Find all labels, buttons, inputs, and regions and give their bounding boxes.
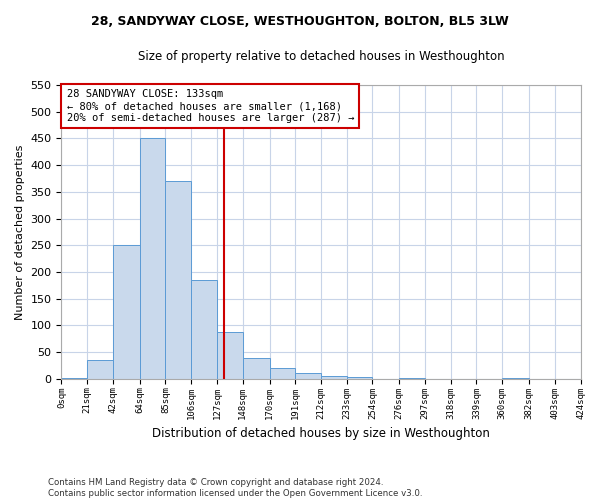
X-axis label: Distribution of detached houses by size in Westhoughton: Distribution of detached houses by size … — [152, 427, 490, 440]
Bar — [61, 378, 87, 379]
Title: Size of property relative to detached houses in Westhoughton: Size of property relative to detached ho… — [137, 50, 504, 63]
Bar — [113, 245, 140, 379]
Text: 28, SANDYWAY CLOSE, WESTHOUGHTON, BOLTON, BL5 3LW: 28, SANDYWAY CLOSE, WESTHOUGHTON, BOLTON… — [91, 15, 509, 28]
Bar — [242, 358, 269, 379]
Bar — [321, 376, 347, 379]
Bar — [400, 378, 425, 379]
Bar — [502, 378, 529, 379]
Bar — [191, 280, 217, 379]
Text: Contains HM Land Registry data © Crown copyright and database right 2024.
Contai: Contains HM Land Registry data © Crown c… — [48, 478, 422, 498]
Bar — [295, 373, 321, 379]
Bar — [166, 181, 191, 379]
Bar — [217, 332, 242, 379]
Y-axis label: Number of detached properties: Number of detached properties — [15, 144, 25, 320]
Bar — [87, 360, 113, 379]
Bar — [140, 138, 166, 379]
Bar — [347, 377, 373, 379]
Bar — [269, 368, 295, 379]
Text: 28 SANDYWAY CLOSE: 133sqm
← 80% of detached houses are smaller (1,168)
20% of se: 28 SANDYWAY CLOSE: 133sqm ← 80% of detac… — [67, 90, 354, 122]
